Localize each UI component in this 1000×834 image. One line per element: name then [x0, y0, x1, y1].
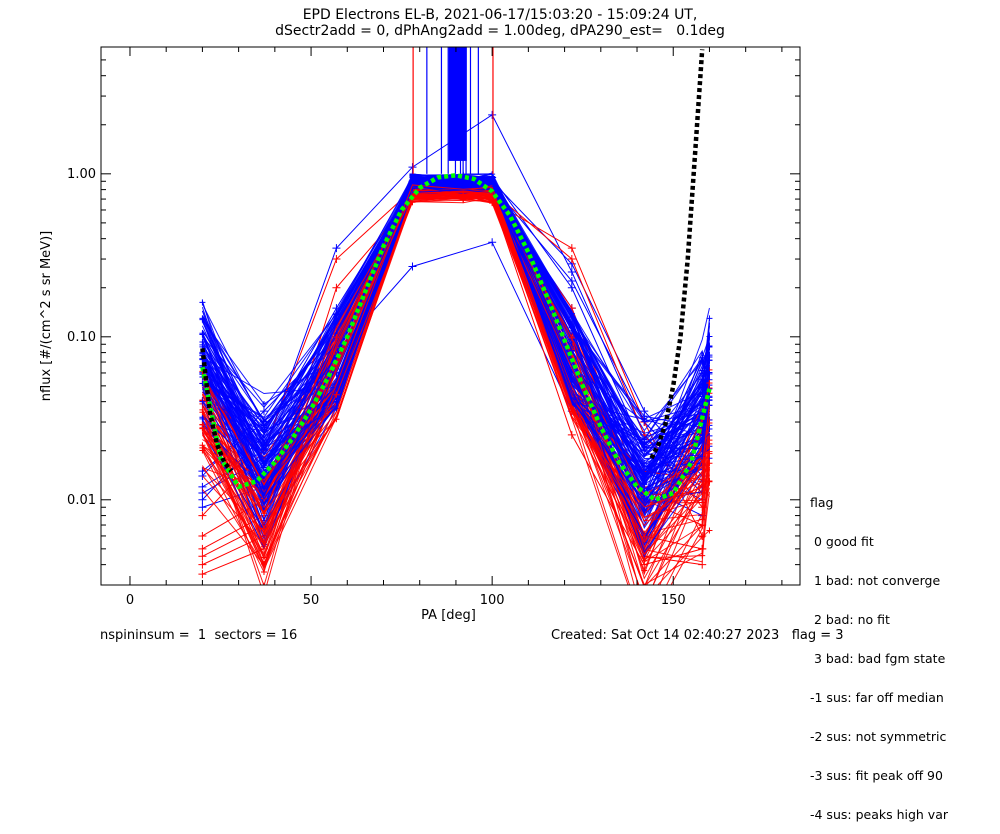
ensemble-marker-144-7: [641, 605, 647, 611]
ensemble-marker-152-1: [260, 485, 267, 492]
series-marker-6-0: [198, 544, 207, 553]
ensemble-marker-140-1: [260, 439, 267, 446]
fit-black-right: [649, 49, 705, 460]
ensemble-line-19: [202, 184, 710, 439]
legend-item-good-fit: 0 good fit: [810, 534, 874, 549]
spike-band: [448, 47, 467, 161]
series-marker-6-6: [567, 244, 576, 253]
y-tick-label-0: 0.01: [67, 493, 96, 508]
series-marker-4-0: [198, 503, 207, 512]
ensemble-marker-152-8: [699, 453, 706, 460]
flag-legend: flag 0 good fit 1 bad: not converge 2 ba…: [810, 470, 948, 834]
series-marker-8-0: [198, 531, 207, 540]
x-axis-label: PA [deg]: [421, 608, 476, 623]
ensemble-marker-156-1: [260, 525, 267, 532]
ensemble-line-145: [201, 180, 710, 501]
series-marker-6-2: [332, 283, 341, 292]
x-tick-label-0: 0: [126, 593, 134, 608]
ensemble-marker-120-7: [641, 557, 648, 564]
legend-item-peaks-high-var: -4 sus: peaks high var: [810, 807, 949, 822]
ensemble-marker-156-4: [460, 195, 467, 202]
series-marker-7-0: [198, 560, 207, 569]
ensemble-marker-144-1: [263, 582, 265, 585]
series-marker-5-1: [259, 407, 268, 416]
footer-created: Created: Sat Oct 14 02:40:27 2023 flag =…: [551, 628, 844, 643]
series-marker-2-3: [408, 262, 417, 271]
ensemble-marker-156-6: [568, 405, 575, 412]
series-marker-3-0: [198, 495, 207, 504]
plot-frame: [100, 46, 801, 586]
x-tick-label-100: 100: [480, 593, 505, 608]
chart-title-line1: EPD Electrons EL-B, 2021-06-17/15:03:20 …: [302, 7, 698, 23]
ensemble-marker-156-9: [706, 379, 713, 386]
legend-item-peak-off-90: -3 sus: fit peak off 90: [810, 768, 943, 783]
x-tick-label-50: 50: [303, 593, 320, 608]
ensemble-marker-144-6: [568, 334, 575, 341]
y-tick-label-1: 0.10: [67, 330, 96, 345]
ensemble-marker-156-7: [641, 533, 648, 540]
ensemble-marker-136-7: [641, 436, 648, 443]
ensemble-line-156: [201, 197, 710, 538]
footer-sectors: nspininsum = 1 sectors = 16: [100, 628, 298, 643]
ensemble-marker-84-7: [641, 597, 647, 603]
series-marker-2-4: [488, 238, 497, 247]
series-marker-7-6: [567, 430, 576, 439]
series-marker-5-6: [567, 283, 576, 292]
fit-green-curve: [200, 172, 712, 503]
ensemble-marker-144-0: [199, 409, 206, 416]
ensemble-marker-112-7: [641, 413, 648, 420]
series-marker-9-0: [198, 570, 207, 579]
legend-heading: flag: [810, 495, 834, 510]
ensemble-marker-116-0: [199, 341, 206, 348]
ensemble-marker-140-8: [699, 384, 706, 391]
ensemble-marker-156-5: [489, 200, 496, 207]
ensemble-marker-148-7: [641, 418, 648, 425]
y-tick-label-2: 1.00: [67, 167, 96, 182]
series-marker-1-5: [567, 267, 576, 276]
ensemble-marker-152-0: [199, 398, 206, 405]
fit-black-left: [200, 348, 234, 473]
series-marker-10-6: [567, 255, 576, 264]
ensemble-marker-128-1: [260, 426, 267, 433]
series-marker-1-2: [332, 244, 341, 253]
ensemble-marker-132-0: [199, 424, 206, 431]
ensemble-marker-108-7: [641, 567, 648, 574]
series-marker-10-2: [332, 255, 341, 264]
legend-item-far-off-median: -1 sus: far off median: [810, 690, 944, 705]
chart-plot: 0 50 100 150 0.01 0.10 1.00 PA [deg] nflux [#/(c…: [39, 46, 801, 623]
legend-item-no-fit: 2 bad: no fit: [810, 612, 890, 627]
legend-item-bad-fgm: 3 bad: bad fgm state: [810, 651, 946, 666]
ensemble-line-146: [201, 173, 710, 515]
y-axis-label: nflux [#/(cm^2 s sr MeV)]: [39, 231, 54, 401]
ensemble-line-129: [201, 190, 710, 585]
chart-title-line2: dSectr2add = 0, dPhAng2add = 1.00deg, dP…: [275, 23, 725, 39]
ensemble-marker-148-1: [260, 446, 267, 453]
ensemble-marker-12-8: [699, 499, 706, 506]
legend-item-not-converge: 1 bad: not converge: [810, 573, 941, 588]
series-marker-1-3: [408, 163, 417, 172]
series-marker-1-4: [488, 110, 497, 119]
ensemble-marker-16-1: [260, 400, 267, 407]
ensemble-line-159: [201, 184, 710, 566]
ensemble-marker-156-2: [333, 391, 340, 398]
ensemble-line-135: [201, 189, 710, 551]
ensemble-marker-148-0: [199, 330, 206, 337]
x-tick-label-150: 150: [661, 593, 686, 608]
series-marker-10-0: [198, 511, 207, 520]
ensemble-line-157: [202, 180, 710, 499]
legend-item-not-symmetric: -2 sus: not symmetric: [810, 729, 947, 744]
ensemble-line-141: [201, 194, 710, 544]
series-marker-0-6: [567, 276, 576, 285]
series-marker-11-0: [198, 552, 207, 561]
ensemble-marker-124-9: [706, 426, 713, 433]
ensemble-marker-84-9: [706, 527, 713, 534]
ensemble-marker-152-7: [641, 464, 648, 471]
ensemble-line-126: [201, 188, 710, 585]
